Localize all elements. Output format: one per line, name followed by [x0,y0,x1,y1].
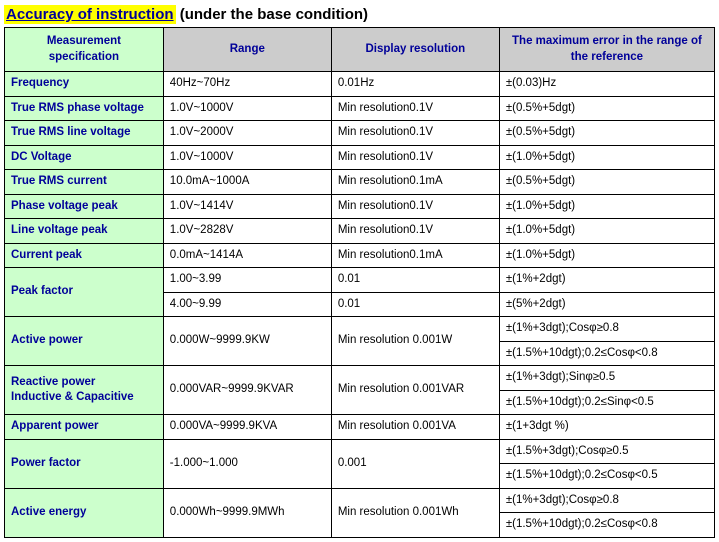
err-cell: ±(1.5%+10dgt);0.2≤Cosφ<0.8 [499,341,714,366]
range-cell: 1.00~3.99 [163,268,331,293]
spec-cell: DC Voltage [5,145,164,170]
range-cell: 40Hz~70Hz [163,72,331,97]
range-cell: -1.000~1.000 [163,439,331,488]
spec-cell: Reactive power Inductive & Capacitive [5,366,164,415]
header-error: The maximum error in the range of the re… [499,28,714,72]
table-row: Active power 0.000W~9999.9KW Min resolut… [5,317,715,342]
range-cell: 10.0mA~1000A [163,170,331,195]
range-cell: 4.00~9.99 [163,292,331,317]
res-cell: Min resolution 0.001W [331,317,499,366]
range-cell: 0.000W~9999.9KW [163,317,331,366]
table-row: Active energy 0.000Wh~9999.9MWh Min reso… [5,488,715,513]
spec-cell: Current peak [5,243,164,268]
spec-cell: Active power [5,317,164,366]
spec-cell: Peak factor [5,268,164,317]
page-title: Accuracy of instruction (under the base … [4,4,715,27]
spec-cell: True RMS current [5,170,164,195]
header-range: Range [163,28,331,72]
res-cell: Min resolution0.1mA [331,243,499,268]
err-cell: ±(1.5%+3dgt);Cosφ≥0.5 [499,439,714,464]
table-row: True RMS line voltage1.0V~2000VMin resol… [5,121,715,146]
table-header-row: Measurement specification Range Display … [5,28,715,72]
res-cell: Min resolution0.1V [331,96,499,121]
spec-cell: True RMS line voltage [5,121,164,146]
res-cell: 0.01Hz [331,72,499,97]
table-row: DC Voltage1.0V~1000VMin resolution0.1V±(… [5,145,715,170]
err-cell: ±(0.03)Hz [499,72,714,97]
range-cell: 1.0V~1000V [163,145,331,170]
table-row: Apparent power 0.000VA~9999.9KVA Min res… [5,415,715,440]
accuracy-table: Measurement specification Range Display … [4,27,715,538]
err-cell: ±(1%+3dgt);Sinφ≥0.5 [499,366,714,391]
range-cell: 1.0V~1000V [163,96,331,121]
spec-cell: Phase voltage peak [5,194,164,219]
table-row: Current peak0.0mA~1414AMin resolution0.1… [5,243,715,268]
table-row: True RMS phase voltage1.0V~1000VMin reso… [5,96,715,121]
err-cell: ±(1%+3dgt);Cosφ≥0.8 [499,488,714,513]
title-highlight: Accuracy of instruction [4,5,176,24]
range-cell: 1.0V~1414V [163,194,331,219]
table-row: Line voltage peak1.0V~2828VMin resolutio… [5,219,715,244]
range-cell: 0.000Wh~9999.9MWh [163,488,331,537]
res-cell: Min resolution0.1V [331,194,499,219]
table-row: True RMS current10.0mA~1000AMin resoluti… [5,170,715,195]
res-cell: 0.01 [331,268,499,293]
res-cell: Min resolution 0.001VAR [331,366,499,415]
res-cell: 0.01 [331,292,499,317]
table-row: Peak factor 1.00~3.99 0.01 ±(1%+2dgt) [5,268,715,293]
range-cell: 0.0mA~1414A [163,243,331,268]
err-cell: ±(5%+2dgt) [499,292,714,317]
res-cell: 0.001 [331,439,499,488]
title-rest: (under the base condition) [176,6,369,23]
table-row: Phase voltage peak1.0V~1414VMin resoluti… [5,194,715,219]
err-cell: ±(1.0%+5dgt) [499,219,714,244]
err-cell: ±(1.0%+5dgt) [499,194,714,219]
spec-cell: Active energy [5,488,164,537]
res-cell: Min resolution0.1V [331,121,499,146]
err-cell: ±(1.5%+10dgt);0.2≤Sinφ<0.5 [499,390,714,415]
table-row: Reactive power Inductive & Capacitive 0.… [5,366,715,391]
spec-cell: Power factor [5,439,164,488]
err-cell: ±(0.5%+5dgt) [499,170,714,195]
res-cell: Min resolution0.1mA [331,170,499,195]
res-cell: Min resolution0.1V [331,145,499,170]
spec-cell: Line voltage peak [5,219,164,244]
err-cell: ±(1.0%+5dgt) [499,145,714,170]
err-cell: ±(0.5%+5dgt) [499,96,714,121]
err-cell: ±(1.5%+10dgt);0.2≤Cosφ<0.8 [499,513,714,538]
err-cell: ±(1+3dgt %) [499,415,714,440]
err-cell: ±(0.5%+5dgt) [499,121,714,146]
range-cell: 0.000VAR~9999.9KVAR [163,366,331,415]
table-row: Frequency40Hz~70Hz0.01Hz±(0.03)Hz [5,72,715,97]
res-cell: Min resolution0.1V [331,219,499,244]
spec-cell: True RMS phase voltage [5,96,164,121]
spec-cell: Frequency [5,72,164,97]
res-cell: Min resolution 0.001VA [331,415,499,440]
err-cell: ±(1.0%+5dgt) [499,243,714,268]
err-cell: ±(1%+3dgt);Cosφ≥0.8 [499,317,714,342]
header-spec: Measurement specification [5,28,164,72]
err-cell: ±(1.5%+10dgt);0.2≤Cosφ<0.5 [499,464,714,489]
header-resolution: Display resolution [331,28,499,72]
range-cell: 1.0V~2828V [163,219,331,244]
table-row: Power factor -1.000~1.000 0.001 ±(1.5%+3… [5,439,715,464]
res-cell: Min resolution 0.001Wh [331,488,499,537]
range-cell: 1.0V~2000V [163,121,331,146]
err-cell: ±(1%+2dgt) [499,268,714,293]
spec-cell: Apparent power [5,415,164,440]
range-cell: 0.000VA~9999.9KVA [163,415,331,440]
